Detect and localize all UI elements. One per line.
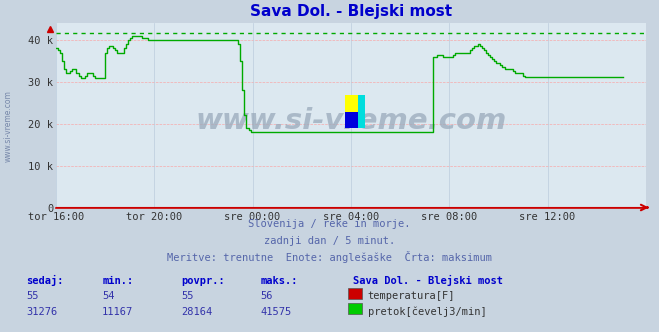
Text: 31276: 31276 <box>26 307 57 317</box>
Text: 54: 54 <box>102 291 115 301</box>
Text: 55: 55 <box>181 291 194 301</box>
Text: povpr.:: povpr.: <box>181 276 225 286</box>
Text: pretok[čevelj3/min]: pretok[čevelj3/min] <box>368 306 486 317</box>
Text: www.si-vreme.com: www.si-vreme.com <box>3 90 13 162</box>
Text: Sava Dol. - Blejski most: Sava Dol. - Blejski most <box>353 275 503 286</box>
Text: 56: 56 <box>260 291 273 301</box>
Text: 55: 55 <box>26 291 39 301</box>
Text: 41575: 41575 <box>260 307 291 317</box>
Text: temperatura[F]: temperatura[F] <box>368 291 455 301</box>
Text: Meritve: trenutne  Enote: anglešaške  Črta: maksimum: Meritve: trenutne Enote: anglešaške Črta… <box>167 251 492 263</box>
Text: zadnji dan / 5 minut.: zadnji dan / 5 minut. <box>264 236 395 246</box>
Text: 28164: 28164 <box>181 307 212 317</box>
Title: Sava Dol. - Blejski most: Sava Dol. - Blejski most <box>250 4 452 19</box>
FancyBboxPatch shape <box>345 95 358 112</box>
Text: min.:: min.: <box>102 276 133 286</box>
Text: www.si-vreme.com: www.si-vreme.com <box>195 107 507 135</box>
Text: sedaj:: sedaj: <box>26 275 64 286</box>
FancyBboxPatch shape <box>358 95 365 128</box>
FancyBboxPatch shape <box>345 112 358 128</box>
Text: maks.:: maks.: <box>260 276 298 286</box>
Text: 11167: 11167 <box>102 307 133 317</box>
Text: Slovenija / reke in morje.: Slovenija / reke in morje. <box>248 219 411 229</box>
